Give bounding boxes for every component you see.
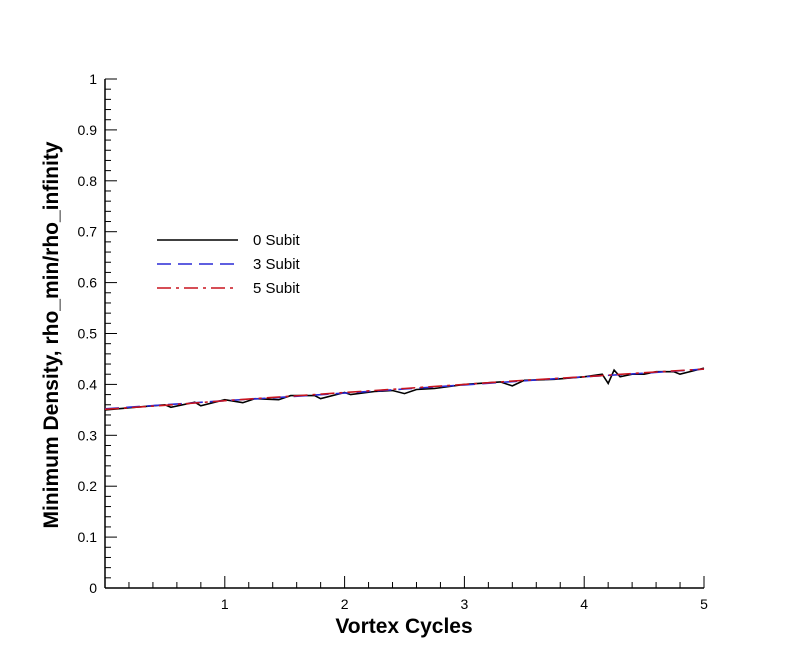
y-tick-label: 0.2 xyxy=(78,478,98,494)
y-tick-label: 0.1 xyxy=(78,529,98,545)
x-axis-title: Vortex Cycles xyxy=(335,615,472,638)
y-tick-label: 0.6 xyxy=(78,275,98,291)
y-tick-label: 0.3 xyxy=(78,427,98,443)
axes: 0 0.1 0.2 0.3 0.4 0.5 0.6 0.7 0.8 0.9 1 1 2 3 4 5 xyxy=(78,71,709,612)
y-tick-label: 0.8 xyxy=(78,173,98,189)
x-tick-label: 2 xyxy=(341,596,349,612)
x-tick-label: 3 xyxy=(461,596,469,612)
y-tick-label: 0.9 xyxy=(78,122,98,138)
y-tick-label: 0.7 xyxy=(78,224,98,240)
x-tick-label: 4 xyxy=(580,596,588,612)
y-tick-label: 0.4 xyxy=(78,376,98,392)
x-tick-label: 1 xyxy=(221,596,229,612)
series-layer xyxy=(104,367,705,411)
legend-label-1: 3 Subit xyxy=(253,256,301,273)
y-tick-label: 1 xyxy=(89,71,97,87)
legend: 0 Subit 3 Subit 5 Subit xyxy=(157,232,301,297)
legend-label-2: 5 Subit xyxy=(253,280,301,297)
y-axis-title: Minimum Density, rho_min/rho_infinity xyxy=(40,141,63,528)
series-line-2 xyxy=(104,368,705,411)
x-tick-label: 5 xyxy=(700,596,708,612)
y-tick-label: 0.5 xyxy=(78,326,98,342)
y-tick-label: 0 xyxy=(89,580,97,596)
legend-label-0: 0 Subit xyxy=(253,232,301,249)
